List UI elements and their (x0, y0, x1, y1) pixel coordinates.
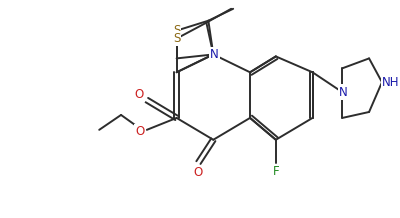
Text: S: S (173, 32, 180, 45)
Text: N: N (210, 48, 219, 61)
Text: N: N (339, 86, 348, 99)
Text: O: O (194, 166, 203, 179)
Text: S: S (173, 24, 180, 37)
Text: F: F (272, 165, 279, 178)
Text: N: N (210, 48, 219, 61)
Text: O: O (134, 88, 144, 101)
Text: O: O (135, 125, 144, 138)
Text: NH: NH (382, 76, 400, 89)
